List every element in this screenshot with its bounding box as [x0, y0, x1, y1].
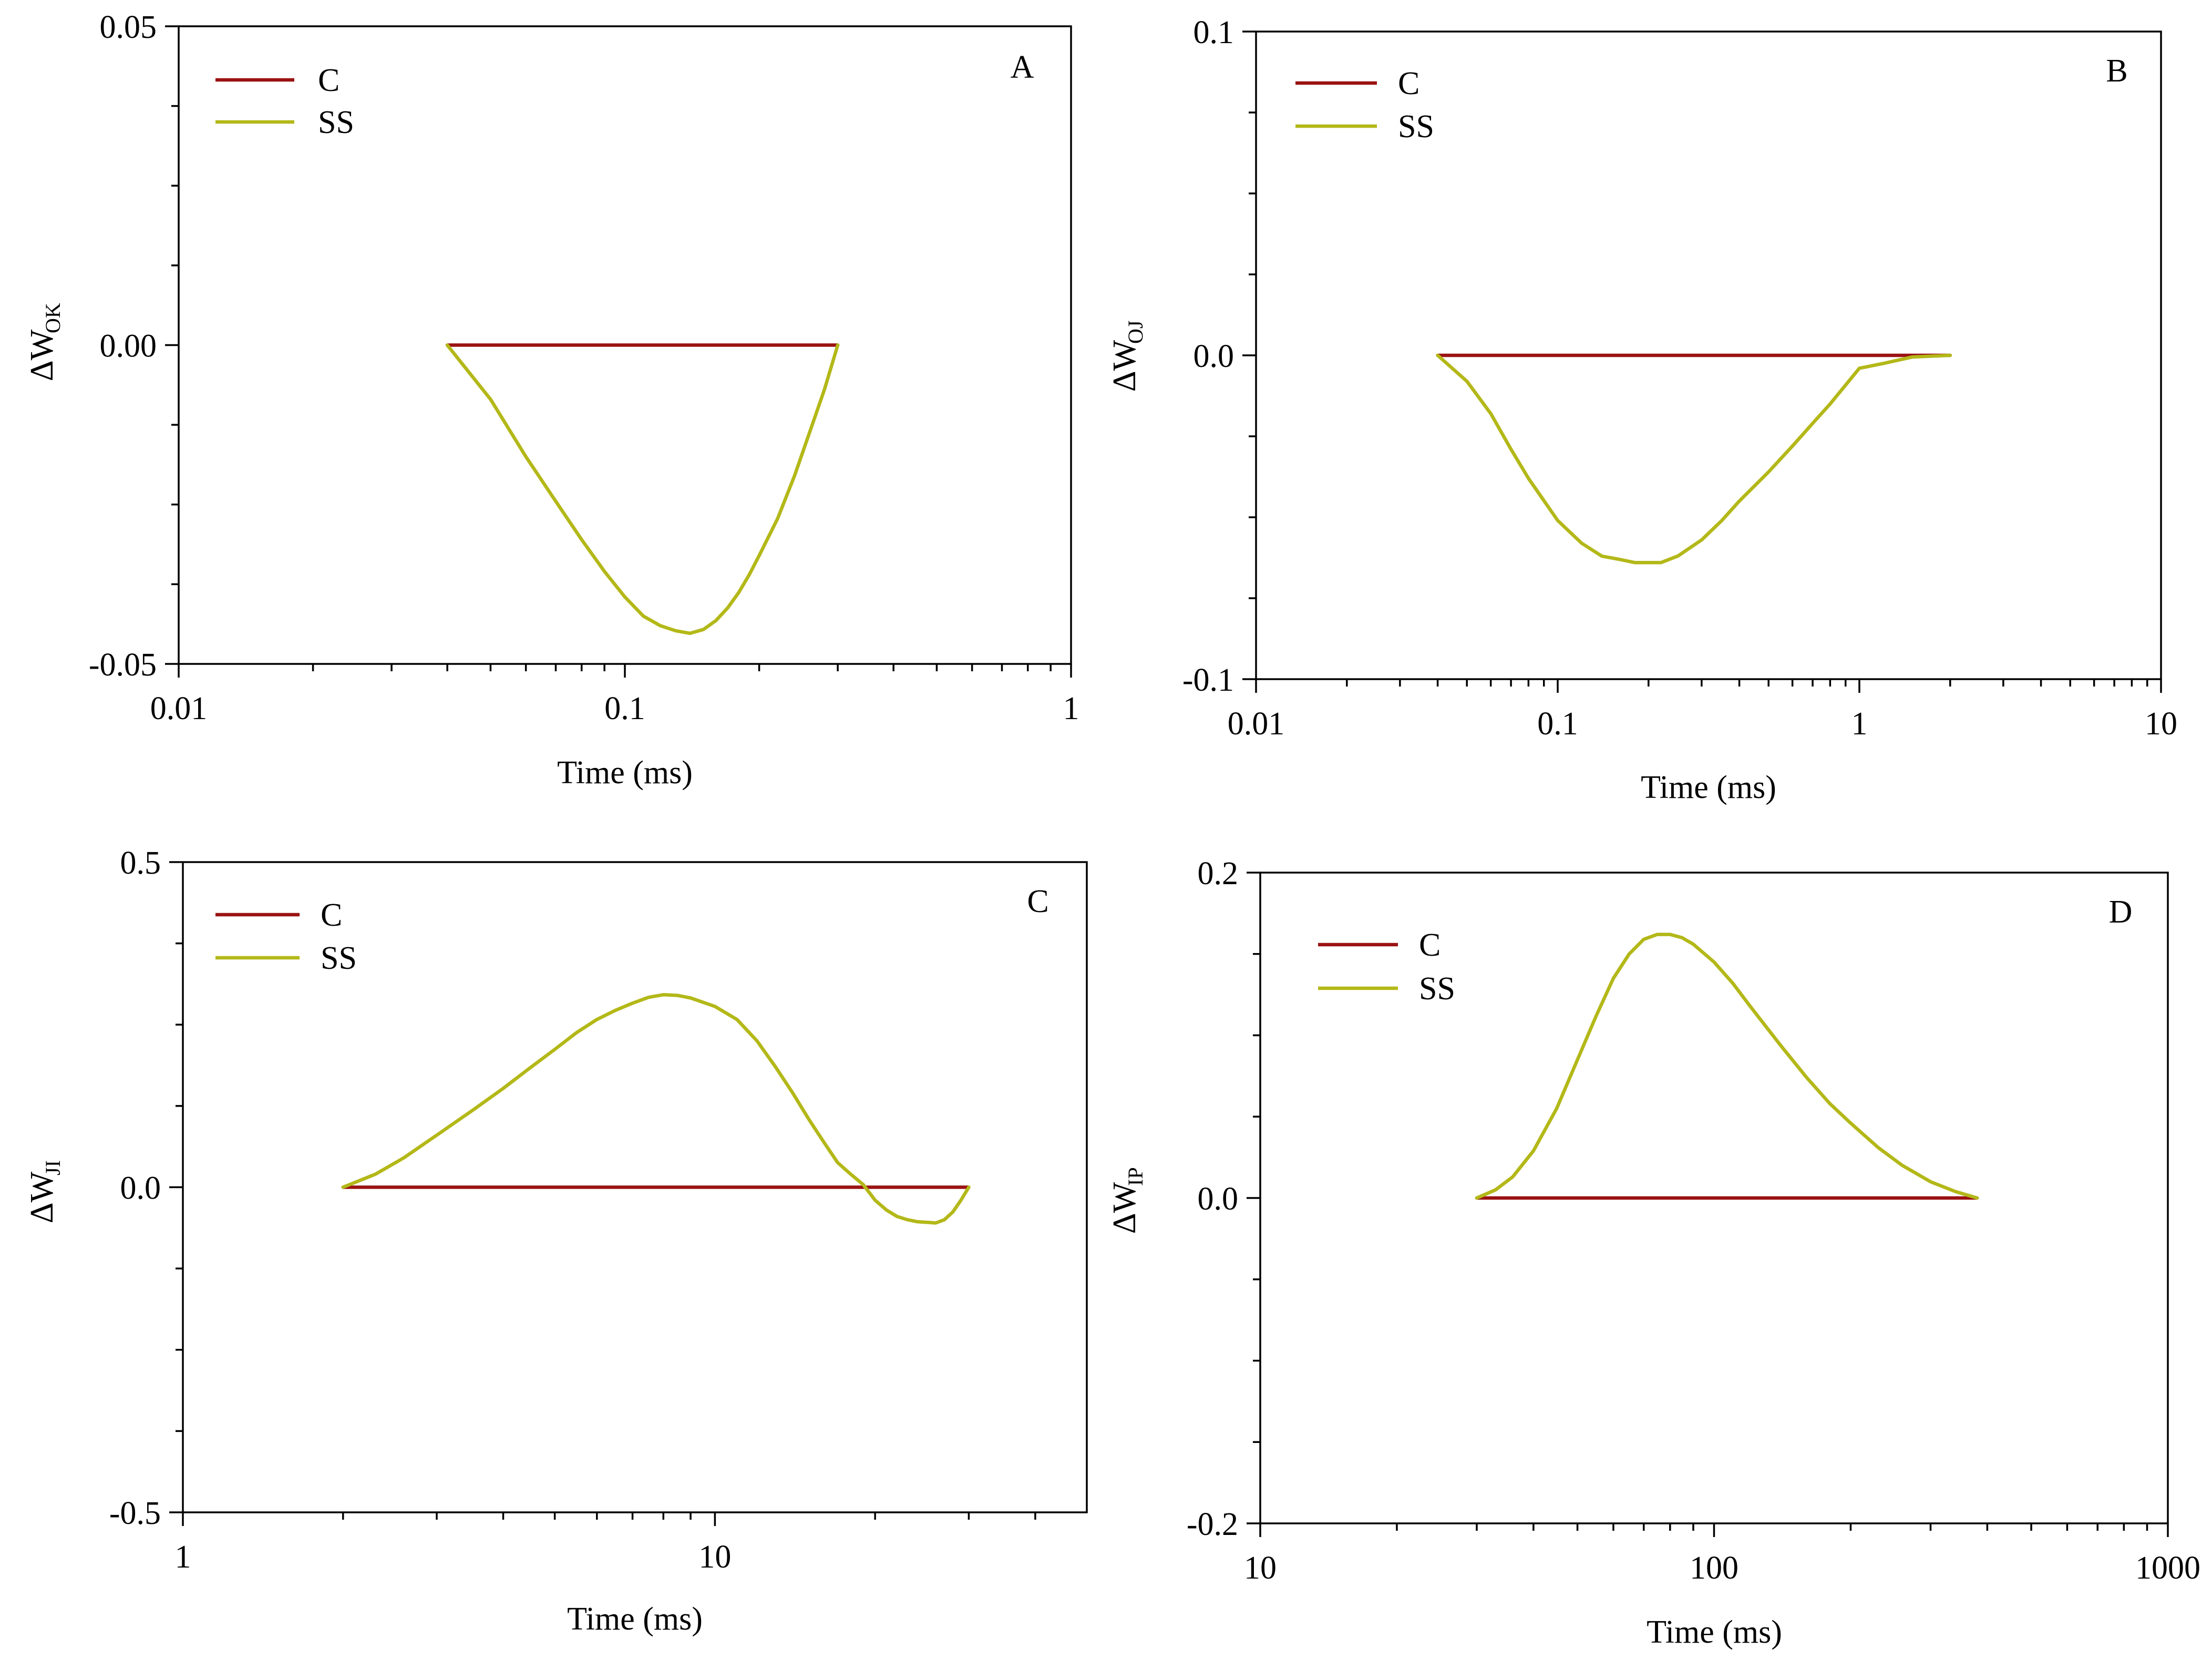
- panel-a-y-axis-title-main: ΔW: [24, 329, 60, 381]
- panel-d-legend-ss-label: SS: [1419, 971, 1455, 1007]
- panel-b-legend: C SS: [1295, 66, 1434, 145]
- panel-d-marks: [1475, 933, 1979, 1200]
- panel-c-legend-c-label: C: [321, 897, 342, 933]
- panel-d-y-axis-title-main: ΔW: [1107, 1182, 1143, 1234]
- panel-b-legend-c-label: C: [1398, 66, 1419, 101]
- panel-d-y-ticks: -0.2 0.0 0.2: [1187, 856, 1260, 1542]
- panel-a-y-tick-label: -0.05: [89, 647, 157, 683]
- panel-a-x-ticks: 0.01 0.1 1: [150, 664, 1079, 726]
- panel-c-y-tick-label: -0.5: [109, 1496, 161, 1531]
- panel-c-x-tick-label: 1: [175, 1539, 191, 1575]
- panel-d: 10 100 1000 -0.2 0.0 0.2 D Time (ms) ΔW IP C…: [1107, 856, 2200, 1650]
- panel-d-letter: D: [2109, 894, 2133, 930]
- panel-d-x-tick-label: 100: [1690, 1550, 1738, 1586]
- panel-c: 1 10 -0.5 0.0 0.5 C Time (ms) ΔW JI C SS: [24, 845, 1088, 1637]
- panel-a-x-tick-label: 0.01: [150, 691, 208, 726]
- panel-c-series-ss-line: [341, 993, 971, 1225]
- panel-a-y-axis-title-sub: OK: [41, 303, 65, 333]
- panel-d-x-tick-label: 10: [1244, 1550, 1277, 1586]
- panel-c-marks: [341, 993, 971, 1225]
- panel-a-x-tick-label: 0.1: [604, 691, 645, 726]
- panel-b-x-tick-label: 0.1: [1537, 706, 1578, 742]
- panel-c-legend-ss-label: SS: [321, 940, 357, 976]
- panel-d-y-tick-label: 0.2: [1198, 856, 1239, 892]
- panel-c-y-tick-label: 0.0: [120, 1171, 161, 1206]
- panel-b-y-ticks: -0.1 0.0 0.1: [1182, 15, 1256, 698]
- panel-a-legend: C SS: [215, 63, 354, 140]
- panel-d-legend: C SS: [1318, 927, 1455, 1007]
- panel-b-y-axis-title-sub: OJ: [1124, 321, 1147, 344]
- panel-c-x-ticks: 1 10: [175, 1512, 1036, 1575]
- panel-d-legend-c-label: C: [1419, 927, 1441, 963]
- panel-d-y-axis-title-sub: IP: [1124, 1167, 1147, 1186]
- panel-a-legend-c-label: C: [318, 63, 339, 98]
- panel-b-x-ticks: 0.01 0.1 1 10: [1228, 679, 2177, 742]
- panel-c-letter: C: [1027, 884, 1048, 919]
- panel-d-x-ticks: 10 100 1000: [1244, 1523, 2200, 1586]
- panel-b-y-tick-label: 0.0: [1194, 339, 1234, 374]
- panel-b-x-axis-title: Time (ms): [1641, 770, 1776, 805]
- panel-c-x-tick-label: 10: [698, 1539, 731, 1575]
- panel-a-series-ss-line: [445, 343, 840, 636]
- panel-a-x-axis-title: Time (ms): [557, 755, 693, 791]
- panel-a-letter: A: [1011, 49, 1034, 85]
- panel-d-y-tick-label: 0.0: [1198, 1181, 1239, 1217]
- panel-b-x-tick-label: 10: [2145, 706, 2177, 742]
- panel-b-x-tick-label: 0.01: [1228, 706, 1285, 742]
- panel-b-series-ss-line: [1436, 353, 1952, 565]
- panel-b-y-axis-title: ΔW OJ: [1107, 321, 1147, 392]
- panel-b-x-tick-label: 1: [1851, 706, 1868, 742]
- panel-c-y-ticks: -0.5 0.0 0.5: [109, 845, 183, 1531]
- panel-b-marks: [1436, 353, 1952, 565]
- panel-c-y-axis-title-main: ΔW: [24, 1171, 60, 1223]
- panel-a-y-ticks: -0.05 0.00 0.05: [89, 9, 179, 683]
- panel-a-y-tick-label: 0.00: [100, 329, 157, 364]
- panel-b-letter: B: [2106, 53, 2127, 89]
- panel-d-series-ss-line: [1475, 933, 1979, 1200]
- panel-c-y-axis-title-sub: JI: [41, 1160, 65, 1175]
- panel-d-y-tick-label: -0.2: [1187, 1507, 1238, 1542]
- panel-b-y-tick-label: -0.1: [1182, 662, 1234, 698]
- panel-b-y-tick-label: 0.1: [1194, 15, 1234, 50]
- panel-a: 0.01 0.1 1 -0.05 0.00 0.05 A Time (ms) ΔW OK…: [24, 9, 1079, 791]
- panel-c-y-tick-label: 0.5: [120, 845, 161, 881]
- panel-d-x-tick-label: 1000: [2135, 1550, 2200, 1586]
- panel-c-y-axis-title: ΔW JI: [24, 1160, 65, 1223]
- panel-c-x-axis-title: Time (ms): [567, 1601, 703, 1637]
- panel-c-legend: C SS: [215, 897, 357, 976]
- panel-d-x-axis-title: Time (ms): [1647, 1614, 1782, 1650]
- panel-a-x-tick-label: 1: [1063, 691, 1079, 726]
- panel-b-y-axis-title-main: ΔW: [1107, 340, 1143, 392]
- panel-d-y-axis-title: ΔW IP: [1107, 1167, 1147, 1234]
- panel-b-legend-ss-label: SS: [1398, 109, 1434, 145]
- panel-a-y-tick-label: 0.05: [100, 9, 157, 45]
- panel-a-y-axis-title: ΔW OK: [24, 303, 65, 381]
- panel-b: 0.01 0.1 1 10 -0.10.00.1 B Time (ms) ΔW OJ …: [1107, 15, 2177, 805]
- panel-a-marks: [445, 343, 840, 636]
- panel-a-legend-ss-label: SS: [318, 105, 354, 140]
